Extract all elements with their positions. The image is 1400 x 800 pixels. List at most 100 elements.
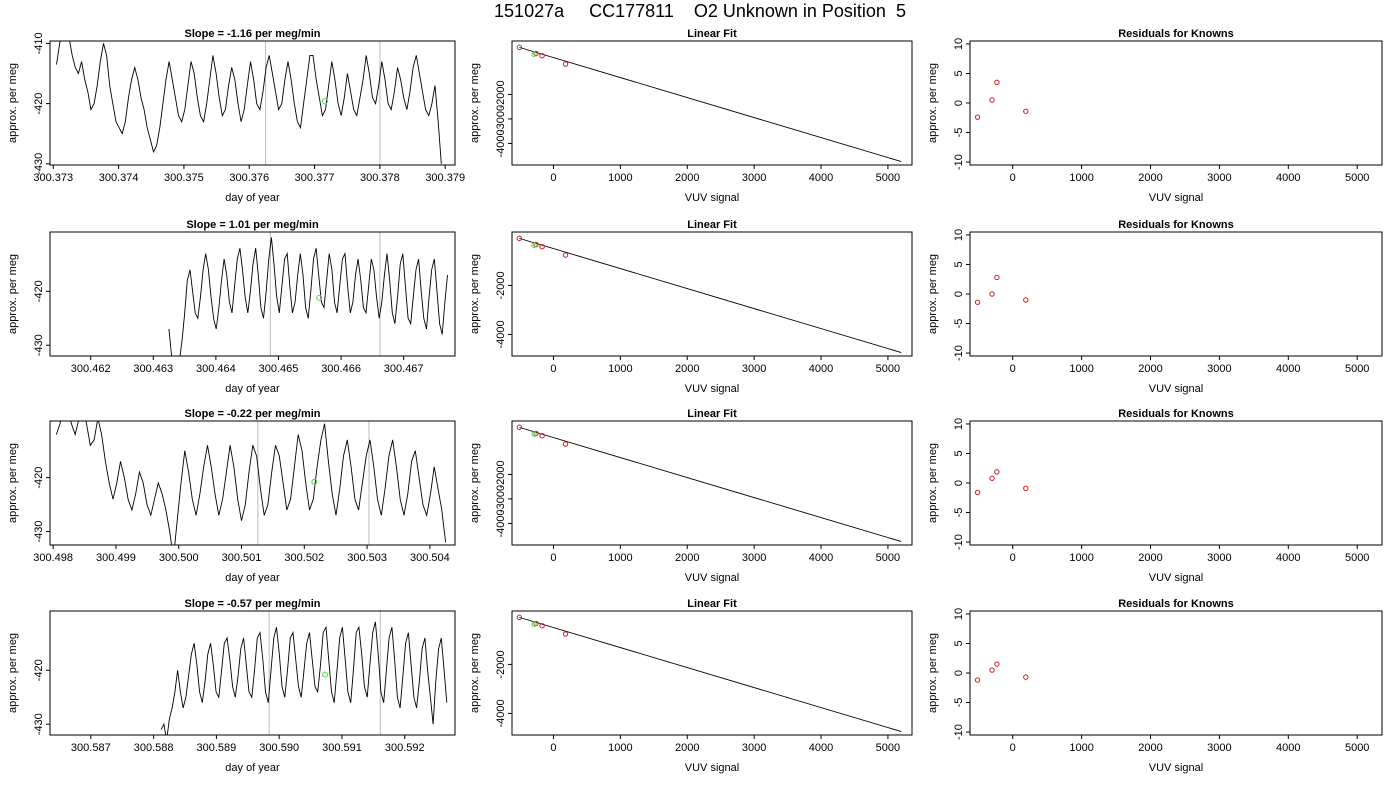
residual-point: [974, 114, 981, 120]
y-tick-label: -4000: [495, 699, 507, 727]
y-tick-label: -420: [33, 467, 45, 489]
x-tick-label: 2000: [675, 172, 699, 184]
y-axis-label: approx. per meg: [469, 254, 481, 334]
y-tick-label: 0: [953, 291, 965, 297]
panel-title: Slope = -0.22 per meg/min: [184, 408, 320, 420]
x-tick-label: 1000: [1069, 552, 1093, 564]
unknown-point: [311, 478, 318, 485]
residual-point: [994, 661, 1000, 667]
y-tick-label: -430: [33, 521, 45, 543]
y-axis-label: approx. per meg: [7, 63, 19, 143]
x-tick-label: 3000: [1207, 363, 1231, 375]
x-tick-label: 3000: [742, 742, 766, 754]
x-tick-label: 3000: [742, 363, 766, 375]
y-tick-label: -420: [33, 280, 45, 302]
x-tick-label: 300.378: [360, 172, 400, 184]
residual-point: [994, 469, 1000, 475]
residual-point: [989, 475, 995, 481]
known-point: [562, 441, 569, 447]
residual-point: [989, 97, 995, 103]
y-tick-label: -2000: [495, 460, 507, 488]
x-tick-label: 5000: [1345, 172, 1369, 184]
x-tick-label: 300.377: [295, 172, 335, 184]
x-tick-label: 300.499: [96, 552, 136, 564]
plot-frame: [969, 231, 1383, 357]
x-tick-label: 4000: [1276, 742, 1300, 754]
x-tick-label: 300.379: [425, 172, 465, 184]
panel-residuals: Residuals for Knowns 0 1000 2000 3000 4000 500…: [927, 408, 1383, 584]
panel-title: Slope = -1.16 per meg/min: [184, 28, 320, 40]
y-tick-label: 10: [953, 608, 965, 620]
fit-line: [519, 237, 902, 354]
y-tick-label: 5: [953, 70, 965, 76]
unknown-point: [322, 98, 329, 105]
panel-time-series: Slope = 1.01 per meg/min 300.462 300.463 30…: [7, 219, 456, 395]
unknown-point: [531, 51, 537, 57]
y-tick-label: -420: [33, 659, 45, 681]
x-tick-label: 2000: [675, 552, 699, 564]
y-axis-label: approx. per meg: [469, 633, 481, 713]
panel-title: Residuals for Knowns: [1118, 28, 1234, 40]
x-tick-label: 0: [550, 363, 556, 375]
x-tick-label: 2000: [675, 742, 699, 754]
y-tick-label: 5: [953, 261, 965, 267]
y-axis-label: approx. per meg: [927, 443, 939, 523]
panel-title: Linear Fit: [687, 219, 737, 231]
x-tick-label: 4000: [809, 363, 833, 375]
y-tick-label: -5: [953, 128, 965, 138]
panel-linear-fit: Linear Fit 0 1000 2000 3000 4000 5000 -2000 -400…: [469, 219, 913, 395]
residual-point: [1023, 108, 1029, 114]
x-axis-label: VUV signal: [685, 572, 739, 584]
y-tick-label: -3000: [495, 485, 507, 513]
x-tick-label: 0: [550, 742, 556, 754]
known-point: [562, 631, 569, 637]
y-tick-label: 0: [953, 100, 965, 106]
x-tick-label: 1000: [608, 172, 632, 184]
plot-frame: [969, 420, 1383, 546]
unknown-point: [316, 294, 323, 301]
panel-title: Linear Fit: [687, 598, 737, 610]
y-tick-label: -3000: [495, 105, 507, 133]
x-tick-label: 0: [1010, 552, 1016, 564]
y-axis-label: approx. per meg: [469, 443, 481, 523]
x-tick-label: 2000: [1138, 172, 1162, 184]
known-point: [562, 252, 569, 258]
unknown-point: [531, 431, 537, 437]
y-tick-label: -430: [33, 153, 45, 175]
y-axis-label: approx. per meg: [469, 63, 481, 143]
x-tick-label: 3000: [1207, 742, 1231, 754]
x-tick-label: 300.591: [322, 742, 362, 754]
x-axis-label: VUV signal: [1149, 572, 1203, 584]
x-tick-label: 2000: [675, 363, 699, 375]
panel-title: Residuals for Knowns: [1118, 408, 1234, 420]
x-tick-label: 2000: [1138, 552, 1162, 564]
x-axis-label: VUV signal: [685, 383, 739, 395]
x-tick-label: 5000: [876, 172, 900, 184]
series-line: [160, 621, 448, 735]
x-tick-label: 1000: [608, 552, 632, 564]
y-axis-label: approx. per meg: [927, 63, 939, 143]
y-tick-label: 5: [953, 450, 965, 456]
x-tick-label: 4000: [1276, 552, 1300, 564]
x-tick-label: 300.588: [134, 742, 174, 754]
residual-point: [974, 299, 981, 305]
y-tick-label: 10: [953, 38, 965, 50]
fit-line: [519, 426, 902, 543]
x-tick-label: 5000: [876, 552, 900, 564]
unknown-point: [531, 242, 537, 248]
x-tick-label: 1000: [608, 363, 632, 375]
x-tick-label: 3000: [742, 172, 766, 184]
x-tick-label: 2000: [1138, 742, 1162, 754]
x-tick-label: 300.462: [71, 363, 111, 375]
x-tick-label: 300.465: [259, 363, 299, 375]
y-tick-label: 0: [953, 480, 965, 486]
y-tick-label: 10: [953, 418, 965, 430]
known-point: [516, 235, 523, 242]
unknown-point: [531, 621, 537, 627]
residual-point: [989, 291, 995, 297]
fit-line: [519, 616, 902, 733]
x-tick-label: 5000: [1345, 363, 1369, 375]
series-line: [56, 41, 442, 164]
known-point: [539, 244, 545, 250]
panel-residuals: Residuals for Knowns 0 1000 2000 3000 4000 500…: [927, 219, 1383, 395]
